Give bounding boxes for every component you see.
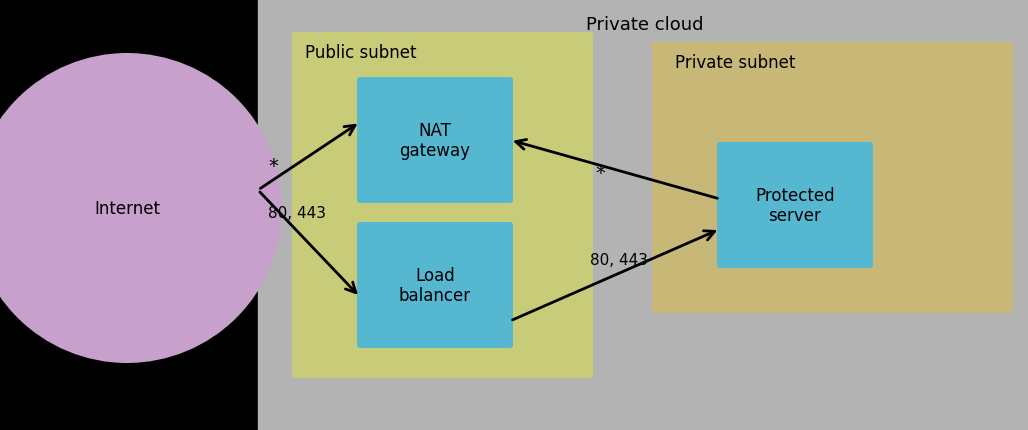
Text: *: * [595,164,604,183]
FancyBboxPatch shape [357,222,513,348]
Text: *: * [268,157,278,175]
Text: 80, 443: 80, 443 [268,206,326,221]
FancyBboxPatch shape [717,143,873,268]
Bar [0,0,258,430]
Bar [258,0,1028,430]
Text: Load
balancer: Load balancer [399,266,471,305]
Text: Private cloud: Private cloud [586,16,704,34]
Text: NAT
gateway: NAT gateway [400,121,471,160]
Text: Private subnet: Private subnet [675,54,796,72]
Text: Public subnet: Public subnet [305,44,416,62]
FancyBboxPatch shape [292,33,593,378]
FancyBboxPatch shape [357,78,513,203]
Text: Internet: Internet [94,200,160,218]
FancyBboxPatch shape [652,43,1013,313]
Text: 80, 443: 80, 443 [590,252,648,267]
Text: Protected
server: Protected server [756,186,835,225]
Ellipse shape [0,54,282,363]
